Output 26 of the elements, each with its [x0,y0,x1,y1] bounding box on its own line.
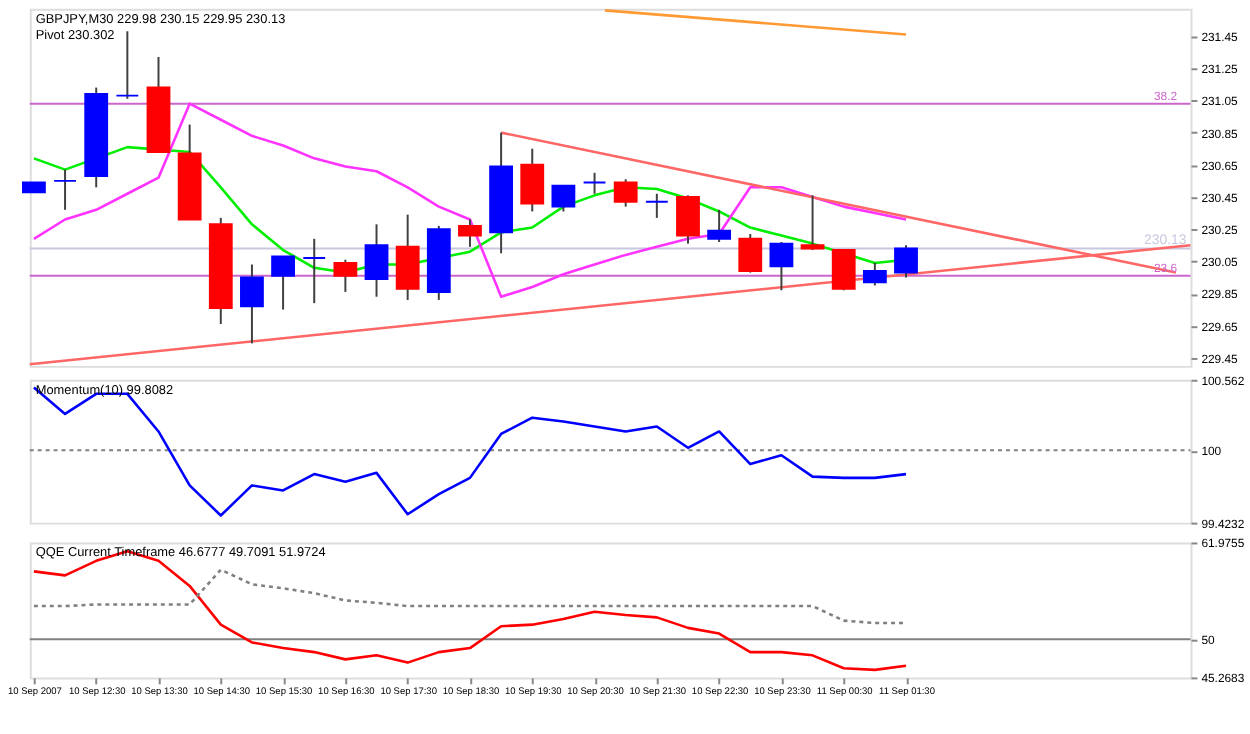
candlestick [862,261,887,287]
candlestick [395,213,420,301]
candlestick [582,171,607,195]
line-series [32,386,908,517]
candlestick [364,223,389,298]
candlestick [613,178,638,208]
line-series [32,568,908,625]
line-series [32,549,908,672]
candlestick [458,218,482,248]
candlestick [831,249,856,292]
candlestick [738,232,763,274]
candlestick [676,194,700,245]
candlestick [800,194,825,252]
candlestick [333,258,358,293]
candlestick [707,208,732,244]
candlestick [302,237,327,305]
candlestick [894,244,918,279]
candlestick [520,147,545,213]
candlestick [271,255,295,311]
candlestick [240,263,264,345]
line-series [32,102,908,298]
candlestick [769,241,794,292]
candlestick [551,184,576,213]
candlestick [53,168,77,211]
candlestick [115,30,140,100]
candlestick [644,192,669,219]
